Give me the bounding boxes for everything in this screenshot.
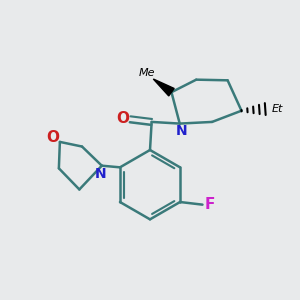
Text: N: N xyxy=(94,167,106,181)
Text: O: O xyxy=(116,111,129,126)
Polygon shape xyxy=(153,79,174,96)
Text: O: O xyxy=(46,130,59,146)
Text: N: N xyxy=(176,124,187,138)
Text: F: F xyxy=(205,197,215,212)
Text: Me: Me xyxy=(138,68,155,78)
Text: Et: Et xyxy=(272,104,284,114)
